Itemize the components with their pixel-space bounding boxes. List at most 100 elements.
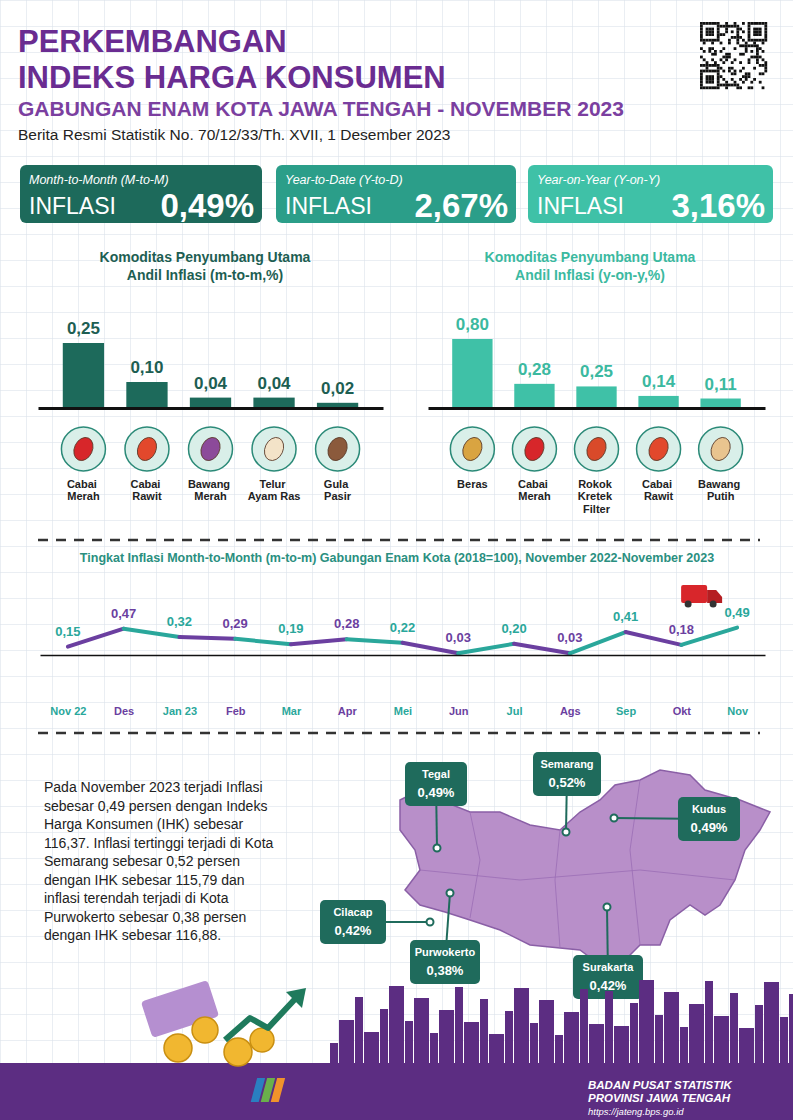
x-axis: Cabai MerahCabai RawitBawang MerahTelur … <box>39 409 384 503</box>
qr-cell <box>706 86 709 89</box>
qr-cell <box>748 86 751 89</box>
qr-cell <box>725 30 728 33</box>
qr-cell <box>728 42 731 45</box>
qr-cell <box>708 30 711 33</box>
icon-circle <box>699 427 743 471</box>
kpi-period: Month-to-Month (M-to-M) <box>29 173 169 187</box>
icon <box>252 427 296 471</box>
data-label: 0,25 <box>580 362 613 381</box>
skyline-building <box>714 1016 729 1067</box>
qr-cell <box>762 50 765 53</box>
x-tick: Beras <box>457 478 488 490</box>
footer: BADAN PUSAT STATISTIKPROVINSI JAWA TENGA… <box>0 980 793 1120</box>
qr-cell <box>756 22 759 25</box>
skyline-building <box>364 1032 379 1067</box>
skyline-building <box>614 1026 629 1067</box>
qr-cell <box>720 75 723 78</box>
qr-cell <box>711 64 714 67</box>
kpi-value: 0,49% <box>160 187 254 224</box>
qr-cell <box>748 44 751 47</box>
qr-cell <box>717 86 720 89</box>
qr-cell <box>708 86 711 89</box>
qr-cell <box>734 47 737 50</box>
qr-cell <box>759 39 762 42</box>
qr-cell <box>762 39 765 42</box>
city-dot <box>434 845 441 852</box>
kpi-card: Year-on-Year (Y-on-Y)INFLASI3,16% <box>528 165 773 224</box>
data-label: 0,28 <box>334 616 359 631</box>
x-axis: Nov 22DesJan 23FebMarAprMeiJunJulAgsSepO… <box>41 656 766 717</box>
skyline-building <box>480 999 488 1067</box>
qr-cell <box>720 42 723 45</box>
kpi-period: Year-to-Date (Y-to-D) <box>285 173 403 187</box>
qr-cell <box>748 25 751 28</box>
qr-cell <box>731 84 734 87</box>
qr-cell <box>711 30 714 33</box>
icon-circle <box>252 427 296 471</box>
district-line <box>630 780 640 945</box>
qr-cell <box>714 61 717 64</box>
qr-cell <box>734 22 737 25</box>
icon-shape <box>70 434 96 463</box>
summary-line: Harga Konsumen (IHK) sebesar <box>44 816 244 832</box>
trend-arrow <box>225 998 296 1040</box>
qr-cell <box>711 81 714 84</box>
qr-cell <box>711 53 714 56</box>
qr-cell <box>703 50 706 53</box>
skyline-building <box>680 1027 688 1067</box>
qr-cell <box>708 39 711 42</box>
coin <box>164 1034 192 1062</box>
qr-cell <box>722 78 725 81</box>
qr-cell <box>717 72 720 75</box>
x-tick-label: Ags <box>560 705 581 717</box>
qr-cell <box>711 70 714 73</box>
qr-cell <box>756 39 759 42</box>
qr-cell <box>731 78 734 81</box>
qr-cell <box>745 50 748 53</box>
qr-cell <box>708 47 711 50</box>
icon-shape <box>583 434 609 463</box>
bar <box>638 396 678 408</box>
qr-cell <box>720 50 723 53</box>
qr-cell <box>708 22 711 25</box>
qr-cell <box>734 70 737 73</box>
qr-cell <box>736 39 739 42</box>
qr-cell <box>756 61 759 64</box>
qr-cell <box>717 30 720 33</box>
qr-cell <box>720 33 723 36</box>
qr-cell <box>725 56 728 59</box>
city-value: 0,52% <box>549 775 586 790</box>
qr-cell <box>717 22 720 25</box>
skyline-building <box>755 1005 763 1067</box>
org-name: BADAN PUSAT STATISTIK <box>588 1079 732 1091</box>
qr-cell <box>706 81 709 84</box>
qr-cell <box>722 47 725 50</box>
qr-cell <box>720 67 723 70</box>
summary-line: dengan IHK sebesar 115,79 dan <box>44 872 245 888</box>
qr-cell <box>731 67 734 70</box>
coin <box>250 1028 274 1052</box>
qr-cell <box>700 78 703 81</box>
qr-cell <box>711 75 714 78</box>
icon <box>512 427 556 471</box>
qr-cell <box>722 84 725 87</box>
skyline-building <box>430 1033 438 1067</box>
summary-line: Purwokerto sebesar 0,38 persen <box>44 909 246 925</box>
bar <box>126 382 167 408</box>
qr-cell <box>706 22 709 25</box>
qr-cell <box>708 64 711 67</box>
icon-shape <box>261 434 287 463</box>
skyline-building <box>455 987 463 1067</box>
icon <box>189 427 233 471</box>
qr-cell <box>750 86 753 89</box>
qr-cell <box>750 56 753 59</box>
qr-cell <box>711 78 714 81</box>
city-dot <box>604 904 611 911</box>
truck-wheel <box>685 601 692 608</box>
icon <box>61 427 105 471</box>
qr-cell <box>706 78 709 81</box>
icon <box>637 427 681 471</box>
qr-cell <box>739 28 742 31</box>
skyline-building <box>514 988 529 1067</box>
qr-cell <box>742 81 745 84</box>
